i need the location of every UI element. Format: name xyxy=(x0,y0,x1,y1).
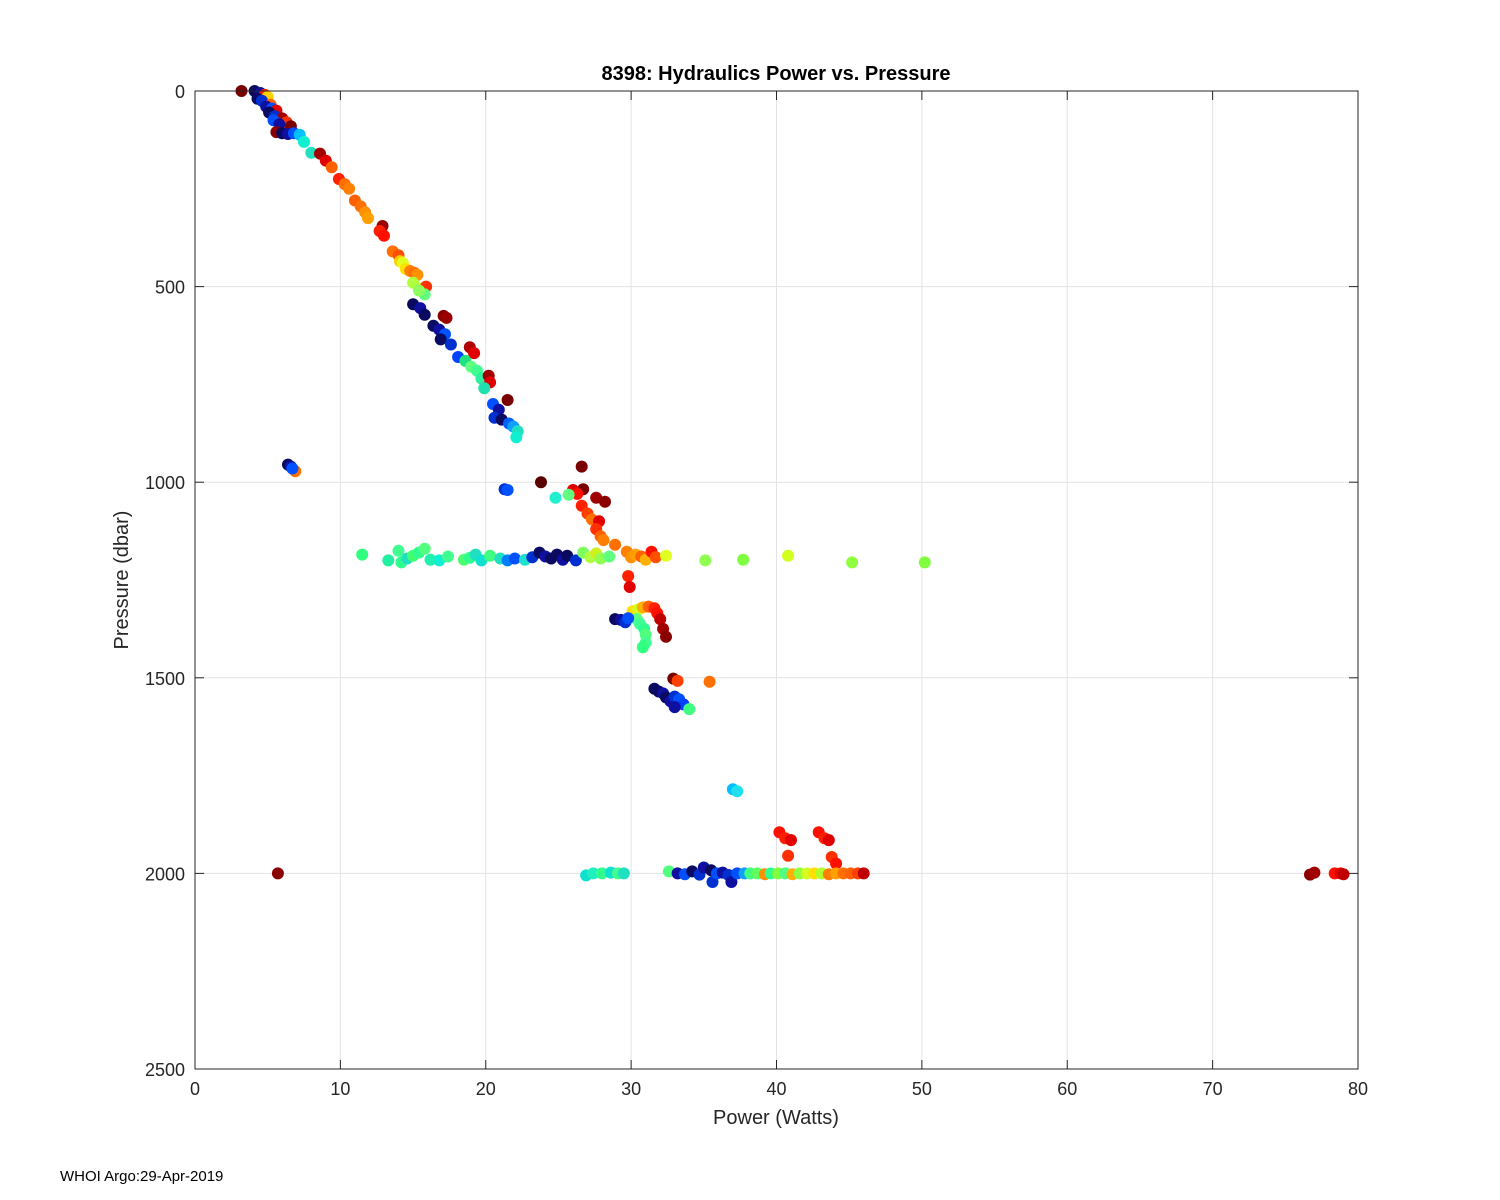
data-point xyxy=(725,876,738,888)
data-point xyxy=(785,834,797,847)
data-point xyxy=(478,382,491,395)
data-point xyxy=(343,182,356,195)
grid-lines xyxy=(194,90,1359,1070)
data-point xyxy=(382,554,395,567)
data-points xyxy=(235,85,1350,888)
data-point xyxy=(362,212,374,225)
data-point xyxy=(444,338,457,351)
data-point xyxy=(660,630,672,643)
data-point xyxy=(562,488,575,501)
data-point xyxy=(442,550,454,563)
data-point xyxy=(325,161,338,174)
data-point xyxy=(575,460,588,473)
y-tick-label: 2500 xyxy=(145,1060,185,1080)
x-tick-label: 60 xyxy=(1057,1079,1077,1099)
data-point xyxy=(418,542,431,555)
data-point xyxy=(683,703,696,716)
y-tick-label: 500 xyxy=(155,278,185,298)
data-point xyxy=(549,491,562,504)
x-tick-label: 70 xyxy=(1203,1079,1223,1099)
data-point xyxy=(378,229,390,242)
data-point xyxy=(587,867,600,880)
data-point xyxy=(484,549,497,562)
data-point xyxy=(508,552,521,565)
data-point xyxy=(846,556,859,569)
data-point xyxy=(305,146,318,159)
data-point xyxy=(660,549,672,562)
data-point xyxy=(596,867,608,880)
data-point xyxy=(597,534,610,547)
data-point xyxy=(636,641,649,654)
chart-title: 8398: Hydraulics Power vs. Pressure xyxy=(601,63,950,85)
data-point xyxy=(668,701,681,714)
data-point xyxy=(782,849,795,862)
data-point xyxy=(617,867,630,880)
data-point xyxy=(571,487,584,500)
y-axis-label: Pressure (dbar) xyxy=(111,511,133,650)
data-point xyxy=(286,462,299,475)
x-tick-label: 0 xyxy=(190,1079,200,1099)
data-point xyxy=(622,612,635,625)
data-point xyxy=(822,834,835,847)
data-point xyxy=(609,538,622,551)
data-point xyxy=(392,544,405,557)
data-point xyxy=(649,551,662,564)
x-tick-label: 20 xyxy=(476,1079,496,1099)
data-point xyxy=(782,549,795,562)
data-point xyxy=(1308,866,1321,879)
x-axis-label: Power (Watts) xyxy=(713,1107,839,1129)
data-point xyxy=(424,553,437,566)
data-point xyxy=(671,674,684,687)
data-point xyxy=(703,675,716,688)
data-point xyxy=(857,867,870,880)
y-tick-label: 2000 xyxy=(145,864,185,884)
x-tick-label: 80 xyxy=(1348,1079,1368,1099)
data-point xyxy=(298,135,310,148)
axis-ticks: 0 10 20 30 40 50 60 70 80 0 500 1000 1500 2000 2500 xyxy=(145,82,1368,1099)
data-point xyxy=(1337,868,1350,881)
data-point xyxy=(440,311,453,324)
x-tick-label: 50 xyxy=(912,1079,932,1099)
data-point xyxy=(918,556,931,569)
data-point xyxy=(412,284,425,297)
data-point xyxy=(271,867,284,880)
y-tick-label: 0 xyxy=(175,82,185,102)
data-point xyxy=(654,613,667,626)
data-point xyxy=(599,495,611,508)
data-point xyxy=(468,347,481,360)
data-point xyxy=(434,333,447,346)
x-tick-label: 10 xyxy=(330,1079,350,1099)
data-point xyxy=(501,484,514,496)
footer-credit: WHOI Argo:29-Apr-2019 xyxy=(60,1168,224,1185)
x-tick-label: 40 xyxy=(766,1079,786,1099)
data-point xyxy=(510,431,523,444)
data-point xyxy=(418,308,431,321)
data-point xyxy=(699,554,712,567)
data-point xyxy=(737,553,750,566)
data-point xyxy=(603,550,616,563)
data-point xyxy=(535,476,547,489)
y-tick-label: 1000 xyxy=(145,473,185,493)
data-point xyxy=(356,548,369,561)
data-point xyxy=(731,785,744,798)
data-point xyxy=(830,857,843,870)
x-tick-label: 30 xyxy=(621,1079,641,1099)
data-point xyxy=(501,394,514,406)
data-point xyxy=(623,581,636,593)
y-tick-label: 1500 xyxy=(145,669,185,689)
data-point xyxy=(569,554,582,567)
data-point xyxy=(622,570,635,583)
